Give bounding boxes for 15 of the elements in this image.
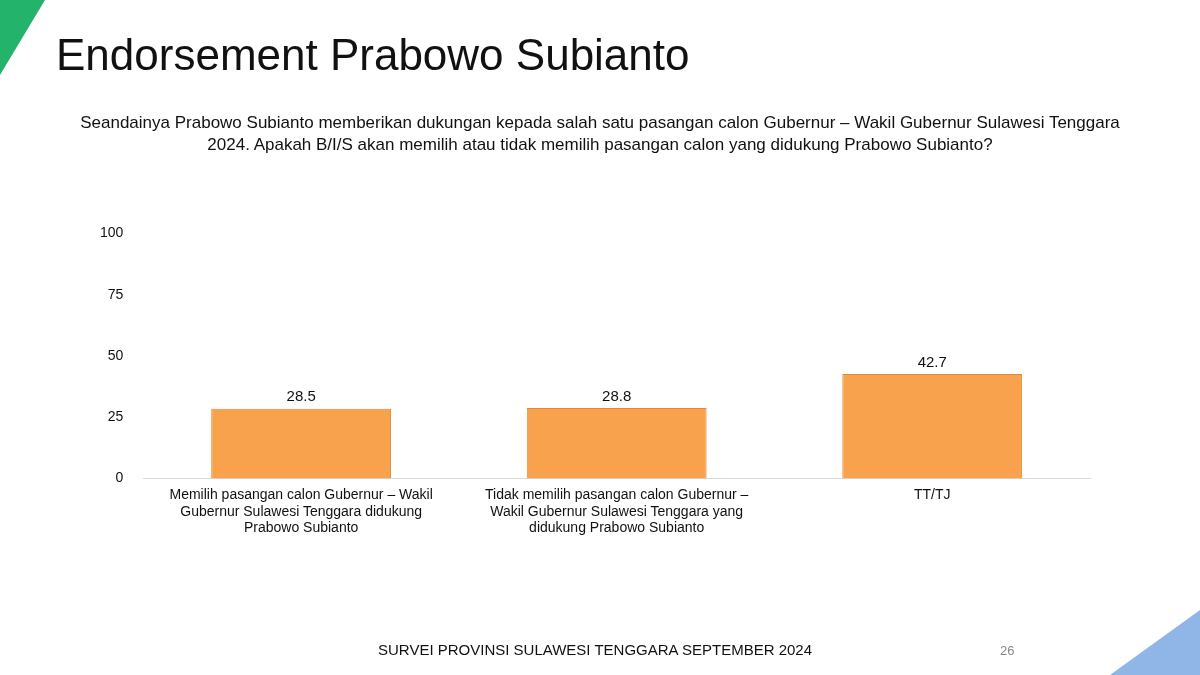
data-label: 42.7 (917, 352, 947, 370)
data-label: 28.8 (602, 386, 632, 404)
y-tick-label: 25 (107, 408, 124, 425)
text: 26 (1000, 643, 1015, 658)
x-tick-label: Tidak memilih pasangan calon Gubernur – Wakil Gubernur Sulawesi Tenggara yang didukung Prabowo Subianto (485, 485, 749, 536)
y-tick-label: 50 (107, 346, 124, 363)
text: SURVEI PROVINSI SULAWESI TENGGARA SEPTEMBER 2024 (377, 641, 813, 658)
y-tick-label: 75 (107, 285, 124, 302)
x-tick-label: Memilih pasangan calon Gubernur – Wakil Gubernur Sulawesi Tenggara didukung Prabowo Subianto (169, 485, 433, 536)
data-label: 28.5 (286, 387, 316, 405)
chart-subtitle: Seandainya Prabowo Subianto memberikan dukungan kepada salah satu pasangan calon Gubernur – Wakil Gubernur Sulawesi Tenggara 2024. Apakah B/I/S akan memilih atau tidak memilih pasangan calon yang didukung Prabowo Subianto? (80, 112, 1120, 156)
x-tick-label: TT/TJ (913, 485, 951, 502)
y-tick-label: 0 (115, 469, 124, 486)
y-tick-label: 100 (100, 224, 124, 241)
chart-title: Endorsement Prabowo Subianto (56, 30, 690, 80)
